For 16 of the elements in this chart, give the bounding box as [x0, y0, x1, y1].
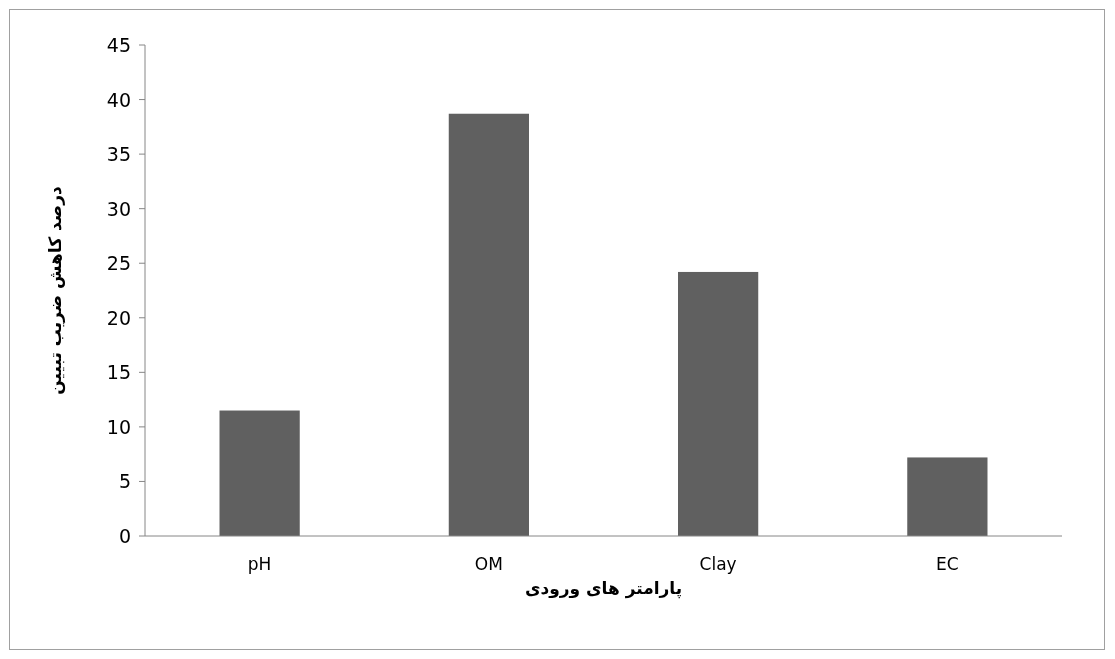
y-tick-label: 5: [118, 470, 131, 493]
y-tick-label: 35: [106, 143, 131, 166]
y-tick-label: 25: [106, 252, 131, 275]
y-tick-label: 10: [106, 415, 131, 438]
y-tick-label: 45: [106, 34, 131, 56]
x-tick-label: EC: [936, 554, 959, 574]
x-tick-label: OM: [474, 554, 503, 574]
y-tick-label: 20: [106, 306, 131, 329]
y-tick-label: 0: [118, 525, 131, 547]
y-axis-title: درصد کاهش ضریب تبیین: [45, 185, 66, 395]
y-tick-label: 40: [106, 88, 131, 111]
x-tick-label: Clay: [699, 554, 737, 574]
x-tick-label: pH: [247, 554, 272, 574]
y-tick-label: 30: [106, 197, 131, 220]
x-axis-title: پارامتر های ورودی: [524, 578, 683, 599]
y-tick-label: 15: [106, 361, 131, 384]
